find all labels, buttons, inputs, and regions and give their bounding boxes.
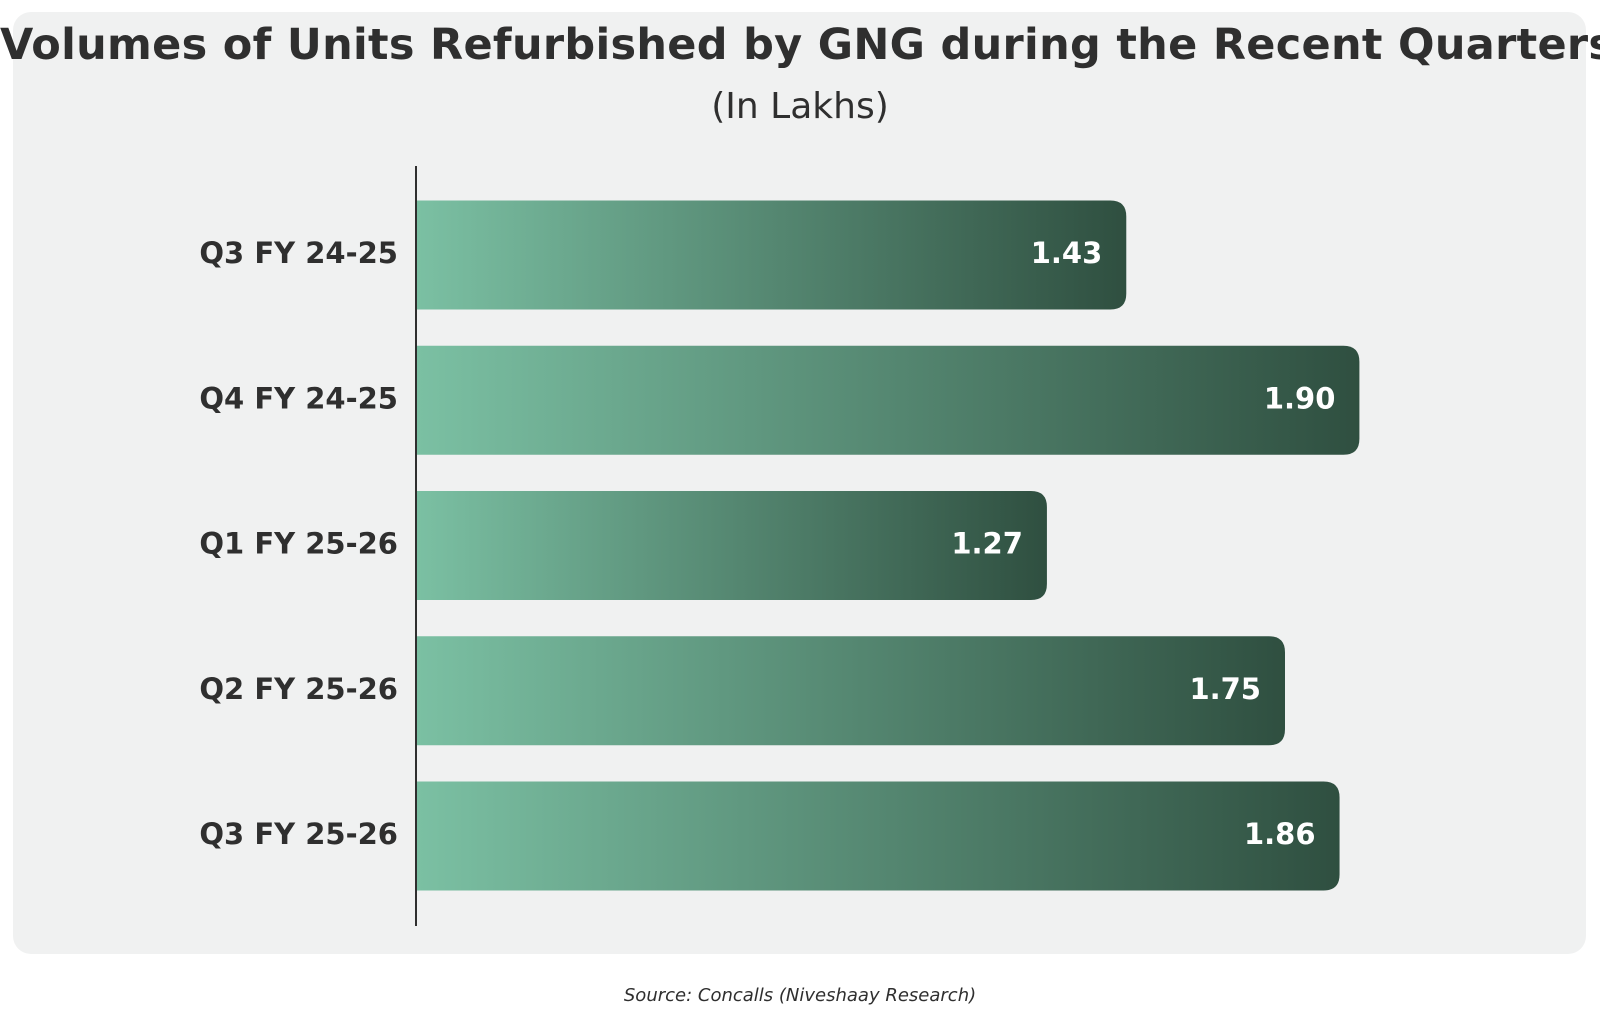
value-label-5: 1.86 [1244, 817, 1316, 851]
bar-1 [417, 200, 1127, 310]
category-label-1: Q3 FY 24-25 [199, 236, 398, 270]
category-label-4: Q2 FY 25-26 [199, 672, 398, 706]
bar-2 [417, 345, 1360, 455]
bar-3 [417, 491, 1047, 600]
bar-4 [417, 636, 1285, 746]
category-label-5: Q3 FY 25-26 [199, 817, 398, 851]
value-label-3: 1.27 [951, 527, 1023, 561]
category-label-3: Q1 FY 25-26 [199, 527, 398, 561]
value-label-2: 1.90 [1264, 381, 1336, 415]
category-label-2: Q4 FY 24-25 [199, 381, 398, 415]
bar-5 [417, 781, 1340, 891]
chart-subtitle: (In Lakhs) [711, 86, 889, 127]
chart-title: Volumes of Units Refurbished by GNG duri… [0, 20, 1600, 70]
value-label-4: 1.75 [1189, 672, 1261, 706]
source-note: Source: Concalls (Niveshaay Research) [623, 985, 977, 1006]
value-label-1: 1.43 [1031, 236, 1103, 270]
